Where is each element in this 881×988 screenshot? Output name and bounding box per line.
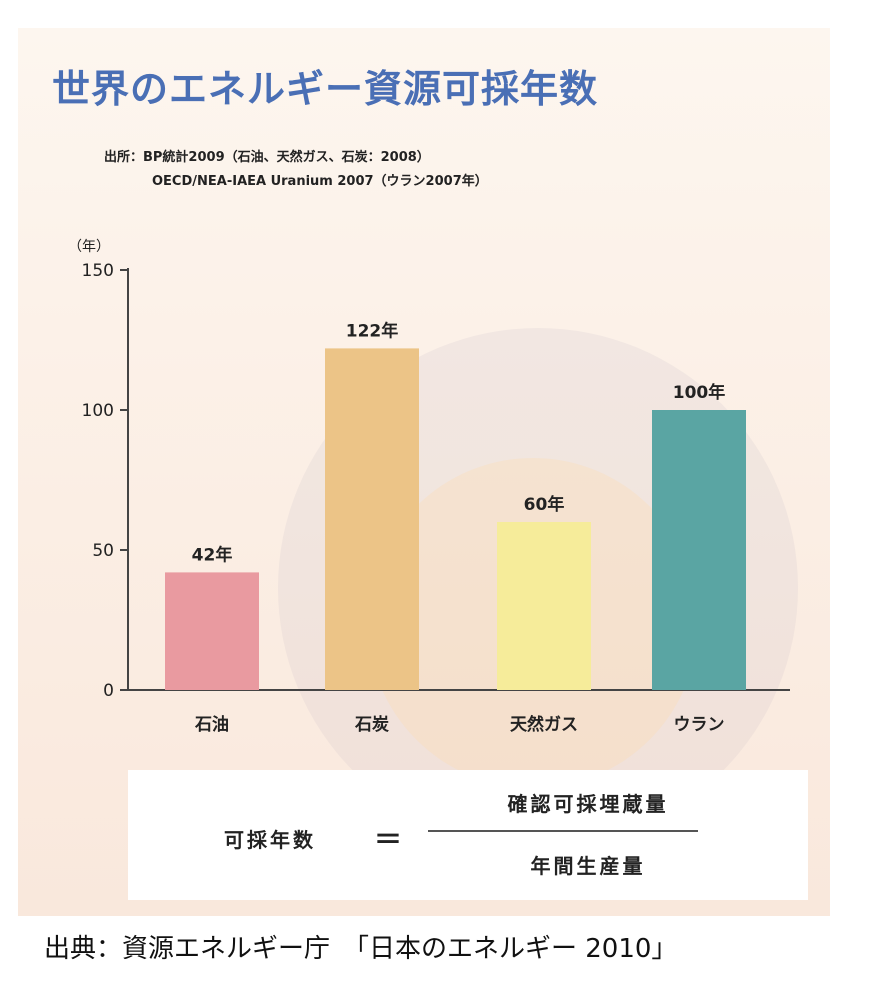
- formula-box: 可採年数 ＝ 確認可採埋蔵量 年間生産量: [128, 770, 808, 900]
- source-note-2: OECD/NEA-IAEA Uranium 2007（ウラン2007年）: [152, 174, 488, 189]
- bar-3: [497, 522, 591, 690]
- footer-citation: 出典：資源エネルギー庁 「日本のエネルギー 2010」: [44, 934, 678, 964]
- category-label: 石炭: [354, 714, 389, 735]
- y-tick-label: 150: [82, 261, 114, 281]
- category-label: 石油: [194, 714, 229, 735]
- data-label: 42年: [192, 544, 233, 565]
- y-tick-label: 0: [103, 681, 114, 701]
- formula-equals: ＝: [374, 823, 403, 856]
- chart-title: 世界のエネルギー資源可採年数: [52, 67, 599, 111]
- y-tick-label: 100: [82, 401, 114, 421]
- data-label: 60年: [524, 494, 565, 515]
- formula-numerator: 確認可採埋蔵量: [507, 792, 669, 816]
- category-label: 天然ガス: [510, 714, 578, 735]
- bar-4: [652, 410, 746, 690]
- y-tick-label: 50: [92, 541, 114, 561]
- y-axis-label: （年）: [68, 239, 110, 255]
- category-label: ウラン: [674, 715, 725, 735]
- bar-1: [165, 572, 259, 690]
- formula-denominator: 年間生産量: [530, 854, 646, 878]
- data-label: 122年: [346, 320, 399, 341]
- bar-2: [325, 348, 419, 690]
- formula-lhs: 可採年数: [224, 828, 316, 852]
- data-label: 100年: [673, 382, 726, 403]
- source-note-1: 出所：BP統計2009（石油、天然ガス、石炭：2008）: [104, 150, 430, 165]
- fraction-line: [428, 830, 698, 832]
